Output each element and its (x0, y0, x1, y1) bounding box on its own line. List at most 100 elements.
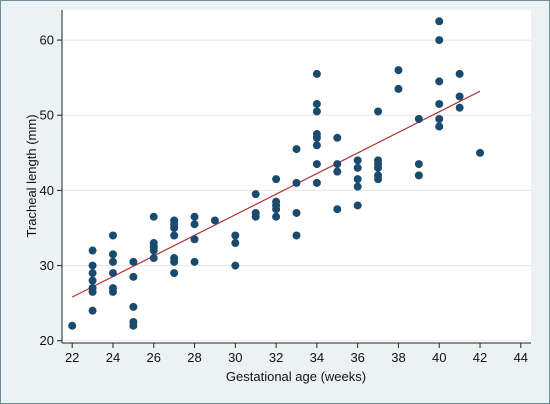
x-tick-label: 22 (65, 350, 79, 365)
data-point (353, 156, 362, 165)
data-point (272, 205, 281, 214)
data-point (129, 321, 138, 330)
data-point (170, 257, 179, 266)
grid-lines (62, 39, 531, 342)
data-point (312, 107, 321, 116)
x-tick-label: 24 (106, 350, 120, 365)
axes (61, 10, 531, 344)
x-tick-label: 42 (473, 350, 487, 365)
data-point (414, 114, 423, 123)
data-point (231, 239, 240, 248)
data-point (88, 246, 97, 255)
y-tick-label: 40 (40, 183, 54, 198)
data-point (333, 205, 342, 214)
data-point (292, 178, 301, 187)
y-ticks: 20 30 40 50 60 (40, 33, 62, 348)
data-point (394, 84, 403, 93)
data-point (149, 212, 158, 221)
x-tick-label: 36 (350, 350, 364, 365)
data-point (333, 160, 342, 169)
y-tick-label: 20 (40, 333, 54, 348)
x-tick-label: 44 (514, 350, 528, 365)
data-point (312, 160, 321, 169)
data-point (394, 66, 403, 75)
data-point (251, 212, 260, 221)
data-point (292, 208, 301, 217)
data-point (455, 103, 464, 112)
x-tick-label: 30 (228, 350, 242, 365)
data-point (353, 175, 362, 184)
fit-line-group (71, 90, 481, 298)
data-point (170, 269, 179, 278)
data-point (353, 201, 362, 210)
x-tick-label: 34 (310, 350, 324, 365)
data-point (129, 257, 138, 266)
x-tick-label: 38 (391, 350, 405, 365)
data-point (374, 163, 383, 172)
data-point (292, 231, 301, 240)
data-point (353, 163, 362, 172)
data-point (108, 231, 117, 240)
x-tick-label: 28 (187, 350, 201, 365)
data-point (312, 69, 321, 78)
data-points (68, 17, 485, 330)
data-point (149, 254, 158, 263)
data-point (108, 257, 117, 266)
x-ticks: 22 24 26 28 30 32 34 36 38 40 42 44 (65, 343, 528, 365)
data-point (455, 69, 464, 78)
data-point (231, 231, 240, 240)
x-tick-label: 26 (147, 350, 161, 365)
data-point (88, 276, 97, 285)
data-point (170, 231, 179, 240)
data-point (190, 235, 199, 244)
data-point (272, 212, 281, 221)
data-point (435, 122, 444, 131)
data-point (435, 114, 444, 123)
data-point (435, 17, 444, 26)
data-point (190, 257, 199, 266)
fit-line (71, 90, 481, 298)
data-point (190, 212, 199, 221)
data-point (251, 190, 260, 199)
data-point (129, 272, 138, 281)
data-point (374, 107, 383, 116)
data-point (108, 287, 117, 296)
data-point (312, 141, 321, 150)
data-point (88, 287, 97, 296)
x-axis-title: Gestational age (weeks) (226, 369, 366, 384)
data-point (108, 250, 117, 259)
data-point (210, 216, 219, 225)
data-point (170, 223, 179, 232)
data-point (476, 148, 485, 157)
data-point (435, 36, 444, 45)
data-point (129, 302, 138, 311)
data-point (88, 269, 97, 278)
data-point (108, 269, 117, 278)
data-point (312, 133, 321, 142)
y-tick-label: 30 (40, 258, 54, 273)
y-tick-label: 50 (40, 108, 54, 123)
data-point (68, 321, 77, 330)
data-point (231, 261, 240, 270)
data-point (312, 178, 321, 187)
data-point (455, 92, 464, 101)
data-point (312, 99, 321, 108)
data-point (149, 246, 158, 255)
data-point (435, 99, 444, 108)
data-point (272, 175, 281, 184)
data-point (88, 261, 97, 270)
x-tick-label: 32 (269, 350, 283, 365)
data-point (333, 133, 342, 142)
x-tick-label: 40 (432, 350, 446, 365)
plot-area (62, 10, 531, 343)
data-point (333, 167, 342, 176)
data-point (292, 145, 301, 154)
data-point (414, 171, 423, 180)
data-point (414, 160, 423, 169)
data-point (435, 77, 444, 86)
data-point (190, 220, 199, 229)
y-tick-label: 60 (40, 33, 54, 48)
data-point (353, 182, 362, 191)
data-point (374, 175, 383, 184)
